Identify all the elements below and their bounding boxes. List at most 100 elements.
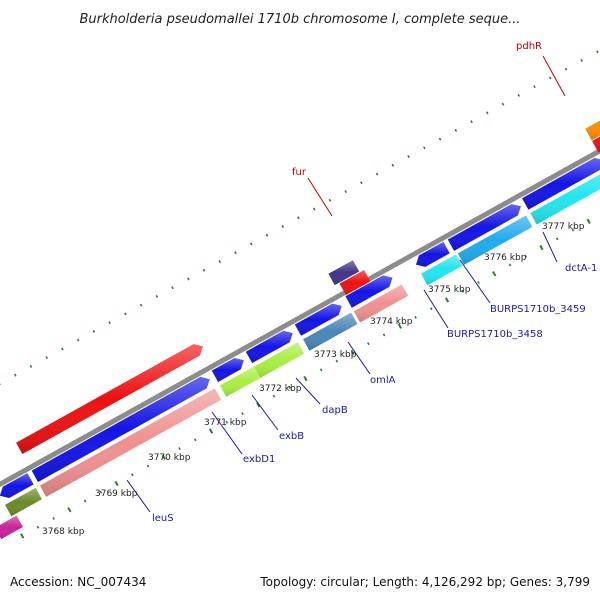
track-dot <box>444 297 450 303</box>
track-dot <box>397 323 402 329</box>
track-dot <box>114 480 119 487</box>
gene-label-pdhR[interactable]: pdhR <box>516 41 542 52</box>
track-dot <box>517 93 521 97</box>
track-dot <box>161 454 166 460</box>
track-dot <box>297 216 300 220</box>
gene-label-exbB[interactable]: exbB <box>279 431 304 442</box>
track-dot <box>414 315 417 319</box>
track-dot <box>171 286 174 290</box>
gene-omlA-shading <box>353 284 409 323</box>
track-dot <box>328 198 332 202</box>
track-dot <box>272 394 276 398</box>
track-dot <box>539 244 544 251</box>
track-dot <box>108 321 111 325</box>
gene-labels: pdhR fur dctA-1 BURPS1710b_3459 BURPS171… <box>152 41 597 524</box>
track-dot <box>485 111 489 115</box>
track-dot <box>367 342 370 346</box>
track-dot <box>234 251 237 255</box>
track-dot <box>36 525 40 529</box>
leader-burps3458 <box>423 289 449 329</box>
gene-label-exbD1[interactable]: exbD1 <box>243 454 275 465</box>
track-dot <box>146 464 150 468</box>
tick-label: 3777 kbp <box>542 222 585 232</box>
gene-exbB-shading <box>254 342 305 378</box>
track-dot <box>571 228 575 232</box>
track-dot <box>218 260 222 263</box>
track-dot <box>430 307 433 311</box>
track-dot <box>492 271 497 277</box>
gene-fur-partner-shading <box>339 270 371 295</box>
track-dot <box>208 428 214 434</box>
leader-fur <box>307 177 333 217</box>
track-dot <box>67 507 72 513</box>
map-title: Burkholderia pseudomallei 1710b chromoso… <box>79 12 520 27</box>
track-dot <box>155 294 159 298</box>
gene-label-burps3458[interactable]: BURPS1710b_3458 <box>447 329 543 340</box>
gene-exbD1-shading <box>220 366 262 397</box>
track-dot <box>423 146 426 150</box>
chromosome-backbone <box>0 147 600 488</box>
topology-text: Topology: circular; Length: 4,126,292 bp… <box>259 575 590 589</box>
track-dot <box>202 268 206 272</box>
track-dot <box>564 67 568 71</box>
track-dot <box>508 263 512 267</box>
tick-label: 3770 kbp <box>148 453 191 463</box>
track-dot <box>350 349 355 356</box>
track-dot <box>241 412 244 416</box>
gene-burps3459-shading <box>457 215 533 265</box>
gene-label-dctA1[interactable]: dctA-1 <box>565 263 597 274</box>
gene-label-fur[interactable]: fur <box>292 167 307 178</box>
track-dot <box>524 254 528 258</box>
tick-label: 3768 kbp <box>42 527 85 537</box>
gene-label-omlA[interactable]: omlA <box>370 375 396 386</box>
track-dot <box>61 347 64 351</box>
leader-dctA1 <box>542 231 558 263</box>
track-dot <box>586 218 591 224</box>
track-dot <box>256 402 261 408</box>
track-dot <box>407 155 410 159</box>
gene-label-dapB[interactable]: dapB <box>322 405 348 416</box>
gene-blue-4-shading <box>245 330 293 363</box>
track-dot <box>288 385 292 389</box>
tick-label: 3772 kbp <box>259 384 302 394</box>
gene-dapB-shading <box>303 312 358 351</box>
tick-label: 3774 kbp <box>370 317 413 327</box>
gene-blue-1-shading <box>0 473 34 498</box>
track-dot <box>52 516 55 520</box>
gene-blue-8-shading <box>447 204 521 251</box>
gene-dctA1-shading <box>530 174 600 225</box>
track-dot <box>391 163 395 167</box>
track-dot <box>335 359 339 363</box>
track-dot <box>596 50 599 54</box>
label-leaders <box>126 55 566 513</box>
gene-olive-shading <box>5 487 42 517</box>
track-dot <box>13 373 17 377</box>
leader-omlA <box>347 341 371 375</box>
track-dot <box>249 242 253 246</box>
gene-blue-6-shading <box>345 275 393 308</box>
gene-blue-2-shading <box>31 376 210 482</box>
track-dot <box>382 333 386 337</box>
gene-pdhR-partner-shading <box>592 136 600 153</box>
track-dot <box>139 303 143 307</box>
track-dot <box>76 338 80 342</box>
gene-burps3458-shading <box>421 254 463 286</box>
track-dot <box>29 364 33 368</box>
leader-exbD1 <box>211 411 243 455</box>
gene-label-leuS[interactable]: leuS <box>152 513 174 524</box>
tick-label: 3776 kbp <box>484 253 527 263</box>
track-dot <box>548 76 552 80</box>
gene-magenta-shading <box>0 515 23 540</box>
tick-label: 3775 kbp <box>428 285 471 295</box>
dotted-tracks <box>0 50 599 539</box>
track-dot <box>319 368 323 372</box>
track-dot <box>454 128 458 132</box>
track-dot <box>99 490 103 494</box>
gene-fur-shading <box>328 260 360 286</box>
tick-label: 3773 kbp <box>314 350 357 360</box>
gene-label-burps3459[interactable]: BURPS1710b_3459 <box>490 304 586 315</box>
track-dot <box>124 312 127 316</box>
track-dot <box>375 172 379 176</box>
track-dot <box>555 237 559 241</box>
track-dot <box>344 190 347 194</box>
